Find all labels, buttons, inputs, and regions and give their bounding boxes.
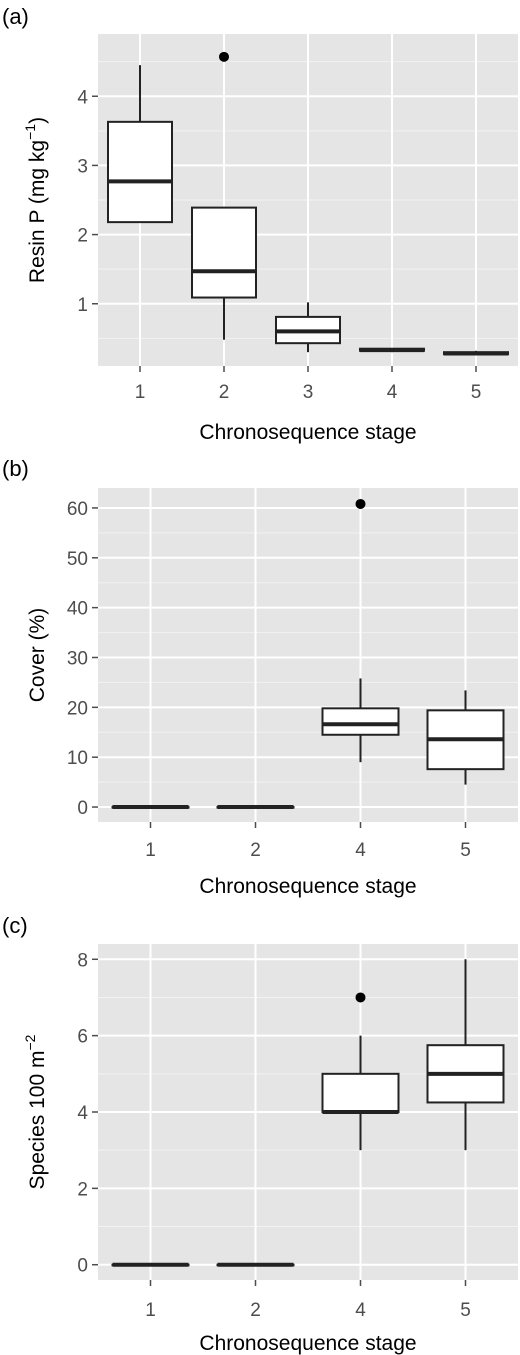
box-stage-4 bbox=[321, 498, 400, 763]
box-stage-1 bbox=[111, 1262, 190, 1267]
y-tick-label: 50 bbox=[67, 549, 88, 570]
plot-background bbox=[98, 488, 518, 822]
box-stage-2 bbox=[191, 51, 257, 340]
box-stage-3 bbox=[275, 302, 341, 353]
panel-label: (c) bbox=[2, 913, 28, 938]
box-stage-2 bbox=[216, 1262, 295, 1267]
x-axis-title: Chronosequence stage bbox=[199, 1332, 416, 1355]
y-axis-title: Species 100 m−2 bbox=[22, 1034, 49, 1189]
x-tick-label: 2 bbox=[219, 382, 230, 403]
box-stage-2 bbox=[216, 805, 295, 810]
box-stage-4 bbox=[321, 992, 400, 1151]
x-tick-label: 4 bbox=[387, 382, 398, 403]
box-stage-5 bbox=[426, 959, 505, 1151]
outlier-point bbox=[219, 51, 229, 62]
box-iqr bbox=[107, 120, 173, 224]
x-tick-label: 4 bbox=[355, 1300, 366, 1321]
y-tick-label: 2 bbox=[77, 226, 88, 247]
y-tick-label: 60 bbox=[67, 499, 88, 520]
y-tick-label: 8 bbox=[77, 950, 88, 971]
x-axis-title: Chronosequence stage bbox=[199, 421, 416, 444]
y-tick-label: 0 bbox=[77, 798, 88, 819]
x-axis-title: Chronosequence stage bbox=[199, 875, 416, 898]
y-tick-label: 2 bbox=[77, 1179, 88, 1200]
x-tick-label: 1 bbox=[135, 382, 146, 403]
y-tick-label: 1 bbox=[77, 295, 88, 316]
x-tick-label: 2 bbox=[250, 840, 261, 861]
y-tick-label: 0 bbox=[77, 1256, 88, 1277]
y-tick-label: 10 bbox=[67, 748, 88, 769]
box-stage-5 bbox=[426, 690, 505, 785]
x-tick-label: 5 bbox=[471, 382, 482, 403]
outlier-point bbox=[355, 992, 366, 1003]
x-tick-label: 5 bbox=[460, 1300, 471, 1321]
x-tick-label: 1 bbox=[145, 1300, 156, 1321]
panel-label: (a) bbox=[2, 4, 29, 29]
y-tick-label: 6 bbox=[77, 1027, 88, 1048]
x-tick-label: 2 bbox=[250, 1300, 261, 1321]
x-tick-label: 1 bbox=[145, 840, 156, 861]
y-tick-label: 4 bbox=[77, 87, 88, 108]
y-axis-title: Cover (%) bbox=[26, 608, 49, 703]
panel-b: 0 10 20 30 40 50 60 1 2 4 5 Chronosequence stage Cov… bbox=[2, 456, 518, 898]
x-tick-label: 4 bbox=[355, 840, 366, 861]
box-iqr bbox=[191, 206, 257, 299]
y-axis-title: Resin P (mg kg−1) bbox=[22, 117, 49, 283]
y-tick-label: 4 bbox=[77, 1103, 88, 1124]
panel-a: 1 2 3 4 1 2 3 4 5 Chronosequence stage Resin P (mg… bbox=[2, 4, 518, 444]
panel-label: (b) bbox=[2, 456, 29, 481]
box-iqr bbox=[321, 1072, 400, 1114]
x-tick-label: 3 bbox=[303, 382, 314, 403]
x-tick-label: 5 bbox=[460, 840, 471, 861]
outlier-point bbox=[355, 498, 366, 509]
panel-c: 0 2 4 6 8 1 2 4 5 Chronosequence stage Species 100… bbox=[2, 913, 518, 1355]
y-tick-label: 3 bbox=[77, 156, 88, 177]
y-tick-label: 20 bbox=[67, 698, 88, 719]
box-stage-1 bbox=[111, 805, 190, 810]
y-tick-label: 30 bbox=[67, 648, 88, 669]
box-iqr bbox=[321, 707, 400, 736]
box-stage-4 bbox=[359, 347, 425, 353]
y-tick-label: 40 bbox=[67, 599, 88, 620]
box-stage-5 bbox=[443, 350, 509, 356]
box-stage-1 bbox=[107, 65, 173, 224]
